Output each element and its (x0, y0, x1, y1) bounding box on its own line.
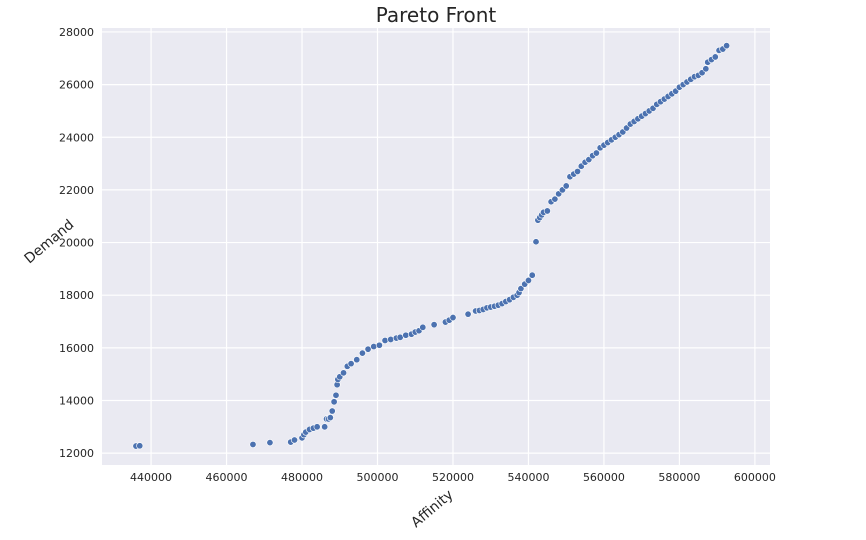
x-tick-label: 540000 (507, 471, 549, 484)
x-tick-label: 460000 (206, 471, 248, 484)
data-point (340, 369, 348, 377)
data-point (387, 335, 395, 343)
data-point (517, 285, 525, 293)
data-point (364, 345, 372, 353)
data-point (449, 314, 457, 322)
data-point (419, 323, 427, 331)
data-point (528, 271, 536, 279)
data-point (332, 391, 340, 399)
y-tick-label: 18000 (59, 289, 94, 302)
data-points (132, 42, 731, 450)
x-tick-label: 580000 (658, 471, 700, 484)
data-point (266, 439, 274, 447)
data-point (330, 398, 338, 406)
data-point (353, 356, 361, 364)
grid-lines (102, 28, 770, 465)
x-tick-label: 560000 (583, 471, 625, 484)
data-point (375, 341, 383, 349)
data-point (702, 65, 710, 73)
data-point (551, 195, 559, 203)
data-point (402, 331, 410, 339)
x-tick-label: 520000 (432, 471, 474, 484)
data-point (574, 167, 582, 175)
data-point (326, 414, 334, 422)
y-tick-label: 22000 (59, 184, 94, 197)
y-tick-label: 24000 (59, 131, 94, 144)
data-point (723, 42, 731, 50)
y-tick-label: 12000 (59, 447, 94, 460)
y-tick-label: 26000 (59, 79, 94, 92)
data-point (290, 436, 298, 444)
x-tick-label: 480000 (281, 471, 323, 484)
data-point (321, 423, 329, 431)
data-point (370, 343, 378, 351)
data-point (136, 442, 144, 450)
data-point (249, 440, 257, 448)
data-point (347, 360, 355, 368)
x-tick-label: 600000 (734, 471, 776, 484)
data-point (592, 149, 600, 157)
data-point (562, 182, 570, 190)
data-point (543, 207, 551, 215)
y-tick-label: 16000 (59, 342, 94, 355)
data-point (328, 407, 336, 415)
data-point (430, 321, 438, 329)
data-point (711, 53, 719, 61)
data-point (524, 276, 532, 284)
x-tick-label: 440000 (130, 471, 172, 484)
y-tick-label: 28000 (59, 26, 94, 39)
x-tick-label: 500000 (357, 471, 399, 484)
data-point (532, 238, 540, 246)
y-axis-ticks: 12000 14000 16000 18000 20000 22000 24000 26000… (59, 26, 94, 460)
y-tick-label: 20000 (59, 237, 94, 250)
data-point (358, 349, 366, 357)
x-axis-ticks: 440000 460000 480000 500000 520000 540000 5600… (130, 471, 776, 484)
y-tick-label: 14000 (59, 395, 94, 408)
data-point (313, 423, 321, 431)
data-point (381, 336, 389, 344)
x-axis-label: Affinity (408, 487, 456, 531)
chart-title: Pareto Front (376, 3, 497, 27)
data-point (464, 310, 472, 318)
